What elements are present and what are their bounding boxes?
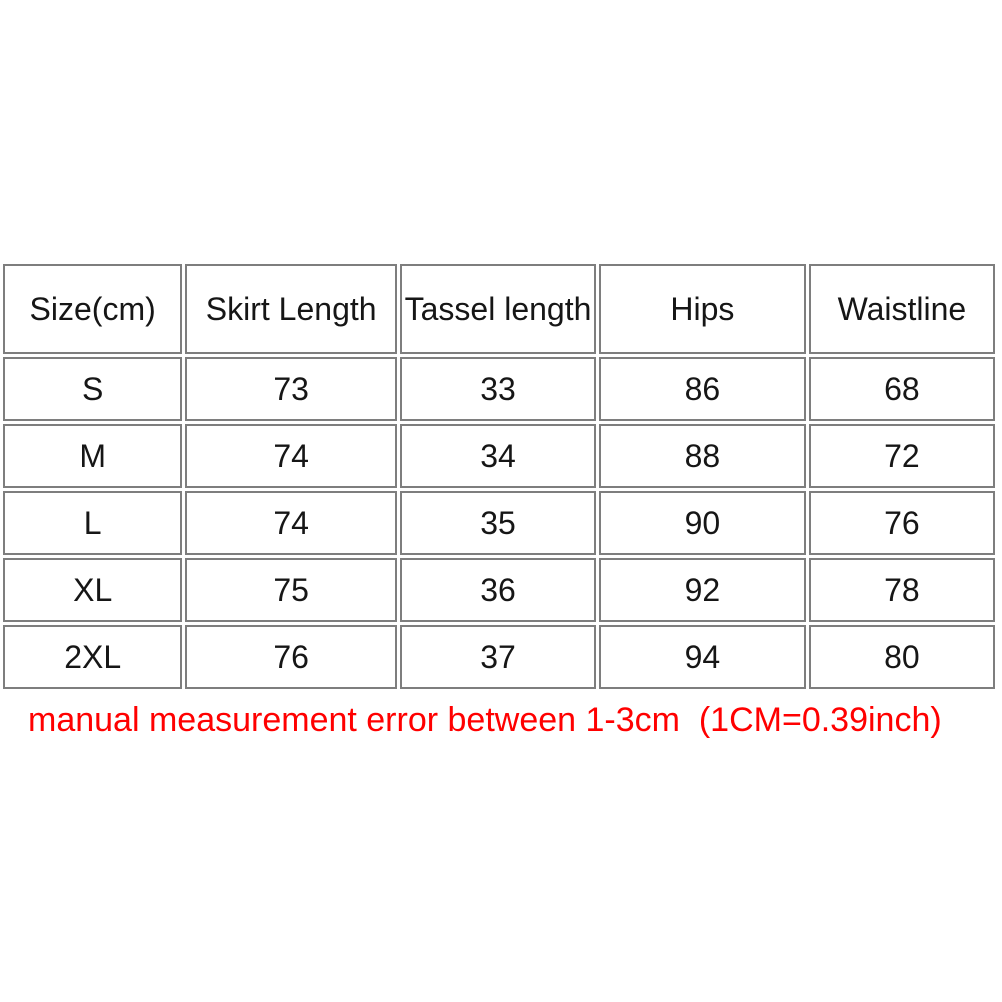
cell-waistline: 72 (808, 424, 995, 488)
cell-waistline: 78 (808, 558, 995, 622)
size-chart-table: Size(cm) Skirt Length Tassel length Hips… (0, 261, 998, 692)
header-size: Size(cm) (3, 264, 183, 354)
measurement-note: manual measurement error between 1-3cm (… (28, 701, 942, 739)
header-skirt-length: Skirt Length (185, 264, 397, 354)
cell-tassel-length: 33 (400, 357, 596, 421)
cell-skirt-length: 74 (185, 491, 397, 555)
cell-hips: 90 (599, 491, 806, 555)
table-row-2xl: 2XL 76 37 94 80 (3, 625, 995, 689)
cell-tassel-length: 36 (400, 558, 596, 622)
cell-hips: 92 (599, 558, 806, 622)
cell-skirt-length: 73 (185, 357, 397, 421)
cell-tassel-length: 34 (400, 424, 596, 488)
header-tassel-length: Tassel length (400, 264, 596, 354)
cell-size: XL (3, 558, 183, 622)
table-row-xl: XL 75 36 92 78 (3, 558, 995, 622)
cell-size: 2XL (3, 625, 183, 689)
cell-hips: 88 (599, 424, 806, 488)
cell-hips: 86 (599, 357, 806, 421)
header-row: Size(cm) Skirt Length Tassel length Hips… (3, 264, 995, 354)
table-row-s: S 73 33 86 68 (3, 357, 995, 421)
header-hips: Hips (599, 264, 806, 354)
cell-size: L (3, 491, 183, 555)
cell-size: S (3, 357, 183, 421)
cell-tassel-length: 35 (400, 491, 596, 555)
cell-hips: 94 (599, 625, 806, 689)
table-row-l: L 74 35 90 76 (3, 491, 995, 555)
cell-tassel-length: 37 (400, 625, 596, 689)
cell-waistline: 76 (808, 491, 995, 555)
cell-size: M (3, 424, 183, 488)
cell-skirt-length: 74 (185, 424, 397, 488)
cell-skirt-length: 76 (185, 625, 397, 689)
cell-waistline: 80 (808, 625, 995, 689)
cell-skirt-length: 75 (185, 558, 397, 622)
cell-waistline: 68 (808, 357, 995, 421)
table-row-m: M 74 34 88 72 (3, 424, 995, 488)
header-waistline: Waistline (808, 264, 995, 354)
